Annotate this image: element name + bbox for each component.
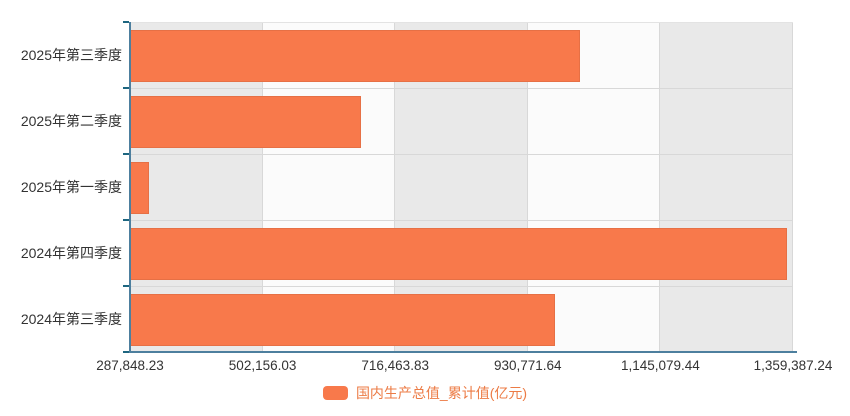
legend-label: 国内生产总值_累计值(亿元) [355,385,528,401]
horizontal-gridline [130,286,793,287]
y-axis-label: 2024年第三季度 [20,311,122,327]
plot-area [130,22,793,353]
x-axis-line [129,351,797,353]
x-axis-tick-label: 502,156.03 [228,358,297,373]
legend-swatch [322,386,348,400]
x-axis-tick-label: 1,145,079.44 [620,358,700,373]
legend-item-gdp[interactable]: 国内生产总值_累计值(亿元) [0,385,850,401]
horizontal-gridline [130,154,793,155]
bar-2025年第三季度[interactable] [130,30,580,82]
y-axis-tick [123,87,129,89]
y-axis-tick [123,219,129,221]
y-axis-tick [123,351,129,353]
vertical-gridline [526,23,528,353]
y-axis-tick [123,285,129,287]
y-axis-label: 2025年第二季度 [20,113,122,129]
bar-2024年第四季度[interactable] [130,228,787,280]
x-axis-tick-label: 1,359,387.24 [753,358,833,373]
bar-2025年第二季度[interactable] [130,96,361,148]
vertical-gridline [394,23,396,353]
y-axis-tick [123,153,129,155]
horizontal-gridline [130,220,793,221]
y-axis-label: 2025年第三季度 [20,47,122,63]
vertical-gridline [659,23,661,353]
vertical-gridline [792,23,793,353]
y-axis-line [129,22,131,352]
x-axis-tick-label: 716,463.83 [361,358,429,373]
bar-2025年第一季度[interactable] [130,162,150,214]
y-axis-label: 2025年第一季度 [20,179,122,195]
y-axis-tick [123,21,129,23]
split-area-band [660,23,793,353]
vertical-gridline [261,23,263,353]
horizontal-gridline [130,88,793,89]
y-axis-label: 2024年第四季度 [20,245,122,261]
bar-2024年第三季度[interactable] [130,294,556,346]
x-axis-tick-label: 287,848.23 [96,358,164,373]
x-axis-tick-label: 930,771.64 [494,358,562,373]
